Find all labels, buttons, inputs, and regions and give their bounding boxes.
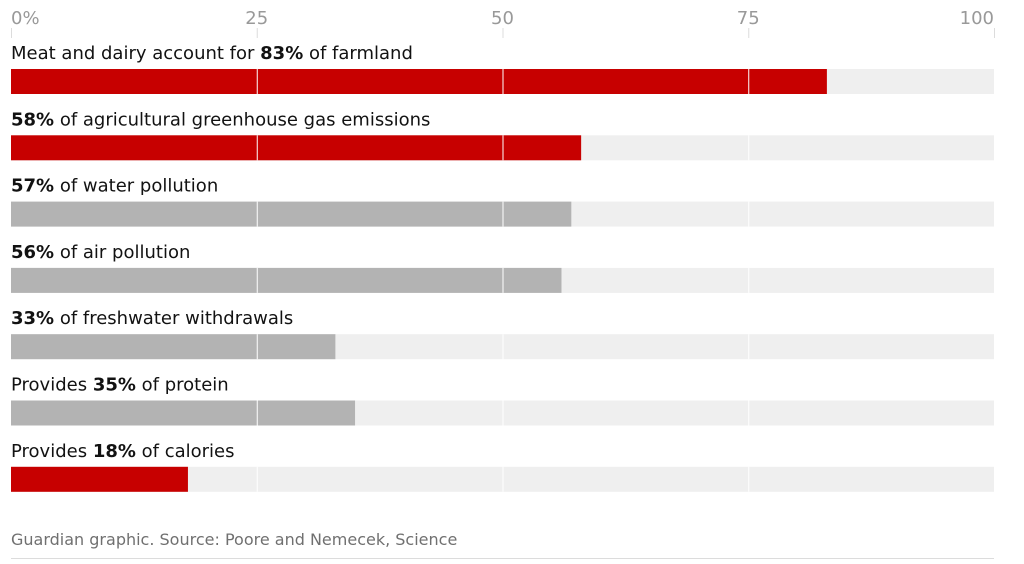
label-text: Provides [11,441,93,462]
x-tick-label: 0% [11,8,40,29]
x-tick-label: 50 [491,8,514,29]
bar [11,69,827,94]
source: Guardian graphic. Source: Poore and Neme… [11,530,457,549]
value-label: 35% [93,375,136,396]
bar [11,466,188,492]
bar-label: 58% of agricultural greenhouse gas emiss… [11,109,430,130]
label-text: of calories [136,441,235,462]
value-label: 58% [11,109,54,130]
value-label: 57% [11,176,54,197]
value-label: 18% [93,441,136,462]
label-text: Meat and dairy account for [11,43,260,64]
bar-label: Provides 35% of protein [11,375,229,396]
value-label: 56% [11,242,54,263]
x-tick-label: 25 [245,8,268,29]
label-text: Provides [11,375,93,396]
x-tick-label: 75 [737,8,760,29]
label-text: of agricultural greenhouse gas emissions [54,109,430,130]
bar [11,267,562,293]
bar-label: 57% of water pollution [11,176,218,197]
value-label: 83% [260,43,303,64]
label-text: of water pollution [54,176,218,197]
label-text: of air pollution [54,242,190,263]
bar [11,135,582,161]
label-text: of farmland [303,43,413,64]
label-text: of protein [136,375,229,396]
value-label: 33% [11,308,54,329]
bar-label: Meat and dairy account for 83% of farmla… [11,43,413,64]
bar [11,334,336,360]
bar-label: 33% of freshwater withdrawals [11,308,293,329]
bar-label: Provides 18% of calories [11,441,235,462]
bar [11,201,572,227]
bar [11,400,356,426]
bar-label: 56% of air pollution [11,242,190,263]
x-tick-label: 100 [960,8,994,29]
label-text: of freshwater withdrawals [54,308,293,329]
